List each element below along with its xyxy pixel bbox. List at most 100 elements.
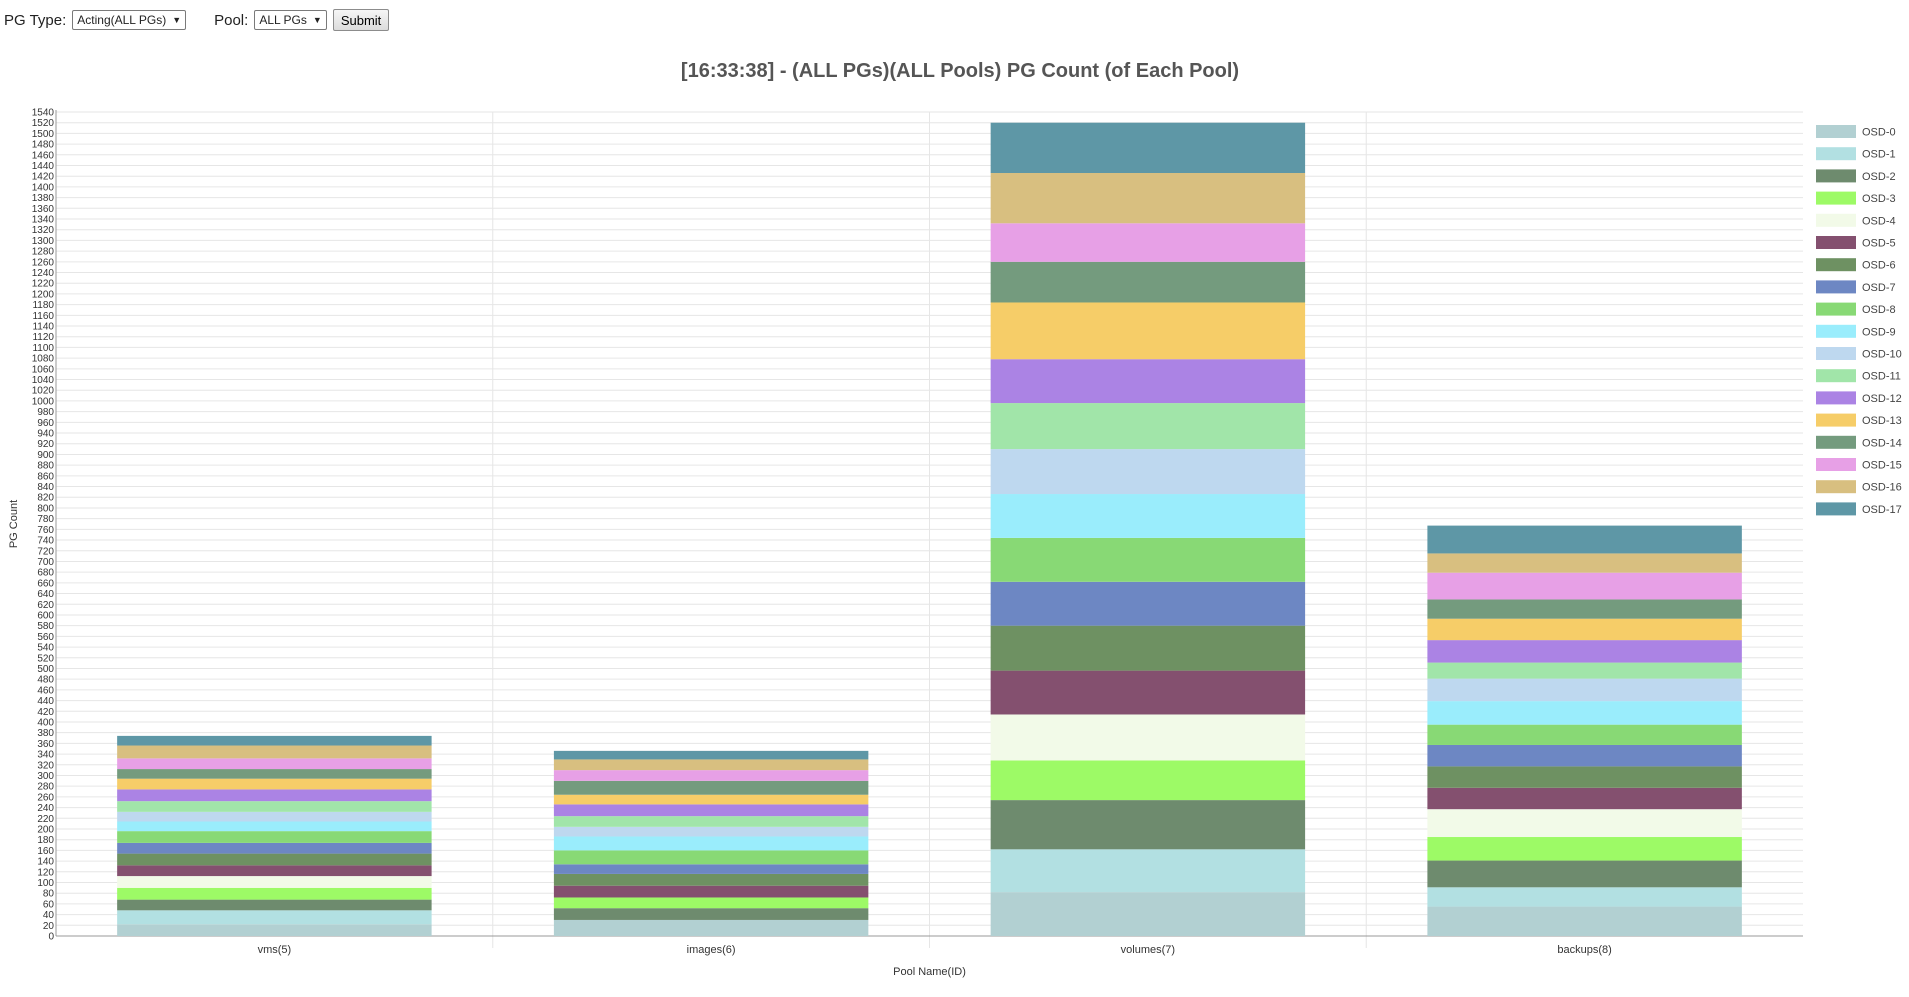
y-tick-label: 400 [37, 717, 54, 728]
bar-segment [1427, 572, 1742, 600]
bar-segment [990, 223, 1306, 262]
legend-label: OSD-13 [1862, 415, 1902, 427]
bar-segment [117, 853, 432, 866]
y-tick-label: 1320 [32, 225, 55, 236]
y-tick-label: 1540 [32, 108, 55, 119]
bar-segment [1427, 662, 1742, 679]
y-tick-label: 1440 [32, 161, 55, 172]
legend-label: OSD-0 [1862, 127, 1896, 139]
legend-swatch [1816, 125, 1856, 138]
submit-button[interactable]: Submit [332, 9, 390, 31]
bar-segment [117, 842, 432, 854]
bar-segment [553, 864, 869, 874]
y-tick-label: 1360 [32, 204, 55, 215]
bar-segment [990, 537, 1306, 582]
bar-segment [990, 122, 1306, 173]
bar-segment [990, 714, 1306, 761]
pg-type-select[interactable]: Acting(ALL PGs) ▼ [72, 10, 187, 30]
bar-segment [117, 865, 432, 877]
bar-segment [117, 811, 432, 822]
x-tick-label: volumes(7) [1121, 944, 1175, 956]
y-tick-label: 1300 [32, 236, 55, 247]
y-tick-label: 560 [37, 632, 54, 643]
legend-swatch [1816, 258, 1856, 272]
bar-segment [553, 770, 869, 781]
legend-swatch [1816, 236, 1856, 249]
bar-segment [117, 745, 432, 759]
y-tick-label: 820 [37, 493, 54, 504]
y-tick-label: 1340 [32, 215, 55, 226]
bar-segment [1427, 809, 1742, 838]
y-tick-label: 1040 [32, 375, 55, 386]
y-tick-label: 1280 [32, 247, 55, 258]
bar-segment [990, 800, 1306, 850]
y-tick-label: 760 [37, 525, 54, 536]
legend-swatch [1816, 413, 1856, 427]
bar-segment [117, 924, 432, 936]
y-tick-label: 1020 [32, 386, 55, 397]
legend-swatch [1816, 435, 1856, 449]
y-tick-label: 1260 [32, 257, 55, 268]
y-tick-label: 1220 [32, 279, 55, 290]
y-tick-label: 1080 [32, 354, 55, 365]
legend-label: OSD-10 [1862, 349, 1902, 361]
y-tick-label: 860 [37, 471, 54, 482]
bar-segment [553, 850, 869, 865]
y-tick-label: 420 [37, 707, 54, 718]
y-tick-label: 680 [37, 568, 54, 579]
bar-segment [553, 804, 869, 817]
bar-segment [990, 302, 1306, 360]
y-tick-label: 900 [37, 450, 54, 461]
legend-swatch [1816, 191, 1856, 205]
legend-swatch [1816, 369, 1856, 383]
bar-segment [553, 908, 869, 920]
bar-segment [1427, 525, 1742, 554]
bar-segment [117, 821, 432, 832]
bar-segment [1427, 599, 1742, 619]
bar-segment [117, 887, 432, 900]
y-tick-label: 600 [37, 610, 54, 621]
y-tick-label: 140 [37, 857, 54, 868]
y-tick-label: 100 [37, 878, 54, 889]
y-tick-label: 880 [37, 461, 54, 472]
legend-swatch [1816, 502, 1856, 516]
y-tick-label: 300 [37, 771, 54, 782]
legend-label: OSD-15 [1862, 460, 1902, 472]
y-tick-label: 480 [37, 675, 54, 686]
y-tick-label: 1180 [32, 300, 54, 311]
y-tick-label: 1100 [32, 343, 54, 354]
y-tick-label: 640 [37, 589, 54, 600]
bar-segment [1427, 724, 1742, 745]
bar-segment [990, 892, 1306, 936]
bar-segment [990, 449, 1306, 495]
bar-segment [117, 831, 432, 843]
y-tick-label: 1140 [32, 322, 54, 333]
bar-segment [553, 794, 869, 805]
y-tick-label: 1240 [32, 268, 55, 279]
y-tick-label: 520 [37, 653, 54, 664]
bar-segment [1427, 553, 1742, 573]
legend-label: OSD-7 [1862, 282, 1896, 294]
bar-segment [553, 897, 869, 909]
legend-label: OSD-6 [1862, 260, 1896, 272]
bar-segment [117, 801, 432, 812]
y-tick-label: 940 [37, 429, 54, 440]
bar-segment [117, 769, 432, 779]
legend-swatch [1816, 458, 1856, 471]
y-tick-label: 20 [43, 921, 55, 932]
bar-segment [553, 873, 869, 886]
bar-segment [553, 759, 869, 771]
legend-label: OSD-14 [1862, 437, 1902, 449]
bar-segment [1427, 744, 1742, 767]
y-tick-label: 540 [37, 643, 54, 654]
dropdown-arrow-icon: ▼ [312, 15, 322, 25]
y-tick-label: 460 [37, 685, 54, 696]
y-tick-label: 580 [37, 621, 54, 632]
pool-select[interactable]: ALL PGs ▼ [254, 10, 327, 30]
legend-swatch [1816, 147, 1856, 161]
y-tick-label: 1460 [32, 150, 55, 161]
bar-segment [1427, 837, 1742, 861]
pg-filter-controls: PG Type: Acting(ALL PGs) ▼ Pool: ALL PGs ▼… [4, 8, 390, 32]
bar-segment [117, 876, 432, 888]
